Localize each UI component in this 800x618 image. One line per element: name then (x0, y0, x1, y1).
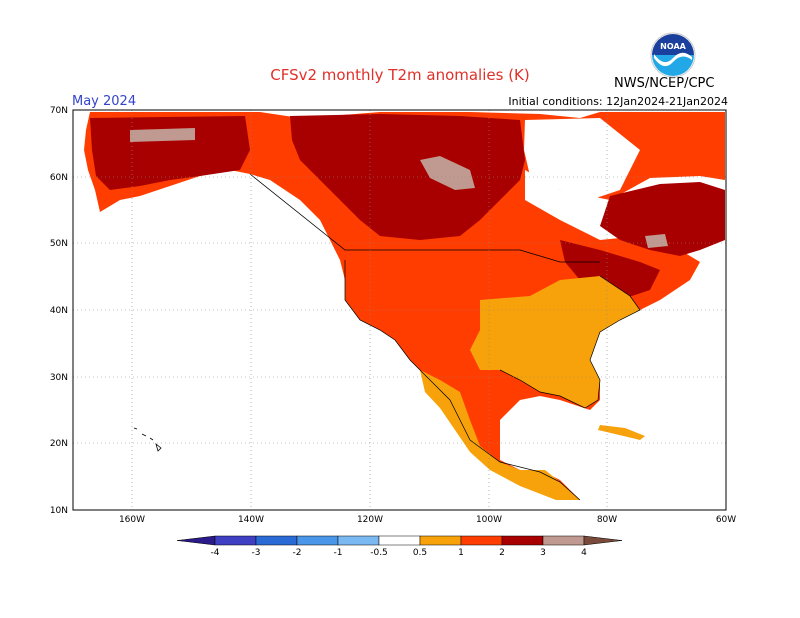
colorbar-level-label: 4 (581, 548, 587, 558)
x-tick-label: 160W (119, 515, 145, 525)
noaa-logo-icon: NOAA (650, 32, 696, 78)
x-tick-label: 120W (357, 515, 383, 525)
land-anomaly-1to2 (84, 112, 725, 500)
y-tick-labels: 70N 60N 50N 40N 30N 20N 10N (50, 106, 68, 516)
forecast-month-label: May 2024 (72, 94, 137, 109)
land-anomaly-3to4-alaska (130, 128, 195, 142)
y-tick-label: 10N (50, 506, 68, 516)
colorbar-box (255, 535, 298, 546)
colorbar: -4 -3 -2 -1 -0.5 0.5 1 2 3 4 (176, 535, 623, 558)
land-anomaly-0p5to1-mexico (420, 370, 580, 500)
colorbar-level-label: -0.5 (370, 548, 388, 558)
colorbar-level-label: -2 (293, 548, 302, 558)
us-canada-border (249, 173, 600, 263)
agency-label: NWS/NCEP/CPC (614, 76, 715, 91)
colorbar-box (296, 535, 339, 546)
colorbar-level-label: 3 (540, 548, 546, 558)
map-title: CFSv2 monthly T2m anomalies (K) (270, 66, 530, 84)
colorbar-level-label: 1 (458, 548, 464, 558)
land-anomaly-2to3-canada-east (600, 182, 725, 256)
y-tick-label: 20N (50, 439, 68, 449)
x-tick-label: 60W (716, 515, 736, 525)
colorbar-box (419, 535, 462, 546)
colorbar-arrow-high (583, 535, 623, 546)
y-tick-label: 70N (50, 106, 68, 116)
y-tick-label: 60N (50, 173, 68, 183)
colorbar-level-label: 0.5 (413, 548, 427, 558)
y-tick-label: 40N (50, 306, 68, 316)
colorbar-level-label: -4 (211, 548, 220, 558)
colorbar-box (337, 535, 380, 546)
greenland-blank (524, 118, 640, 200)
colorbar-arrow-low (176, 535, 216, 546)
x-tick-labels: 160W 140W 120W 100W 80W 60W (119, 515, 736, 525)
colorbar-level-label: -3 (252, 548, 261, 558)
map-grid (73, 110, 726, 510)
y-tick-label: 30N (50, 373, 68, 383)
colorbar-box (214, 535, 257, 546)
atlantic-gulf-coastline (499, 275, 641, 409)
x-tick-label: 80W (597, 515, 617, 525)
colorbar-level-label: 2 (499, 548, 505, 558)
land-anomaly-2to3-quebec (560, 240, 660, 300)
colorbar-box (460, 535, 503, 546)
colorbar-box (542, 535, 585, 546)
colorbar-box (501, 535, 544, 546)
map-frame (72, 109, 727, 511)
pacific-coastline (344, 260, 581, 501)
x-tick-label: 140W (238, 515, 264, 525)
hawaii-islands (133, 427, 162, 452)
land-anomaly-0p5to1-cuba (598, 425, 645, 440)
initial-conditions-label: Initial conditions: 12Jan2024-21Jan2024 (508, 95, 728, 108)
land-anomaly-2to3-canada-west (290, 114, 525, 240)
colorbar-box (378, 535, 421, 546)
land-anomaly-3to4-labrador (645, 234, 668, 248)
colorbar-level-label: -1 (334, 548, 343, 558)
land-anomaly-3to4-canada (420, 156, 475, 190)
x-tick-label: 100W (476, 515, 502, 525)
y-tick-label: 50N (50, 239, 68, 249)
svg-text:NOAA: NOAA (660, 42, 686, 51)
